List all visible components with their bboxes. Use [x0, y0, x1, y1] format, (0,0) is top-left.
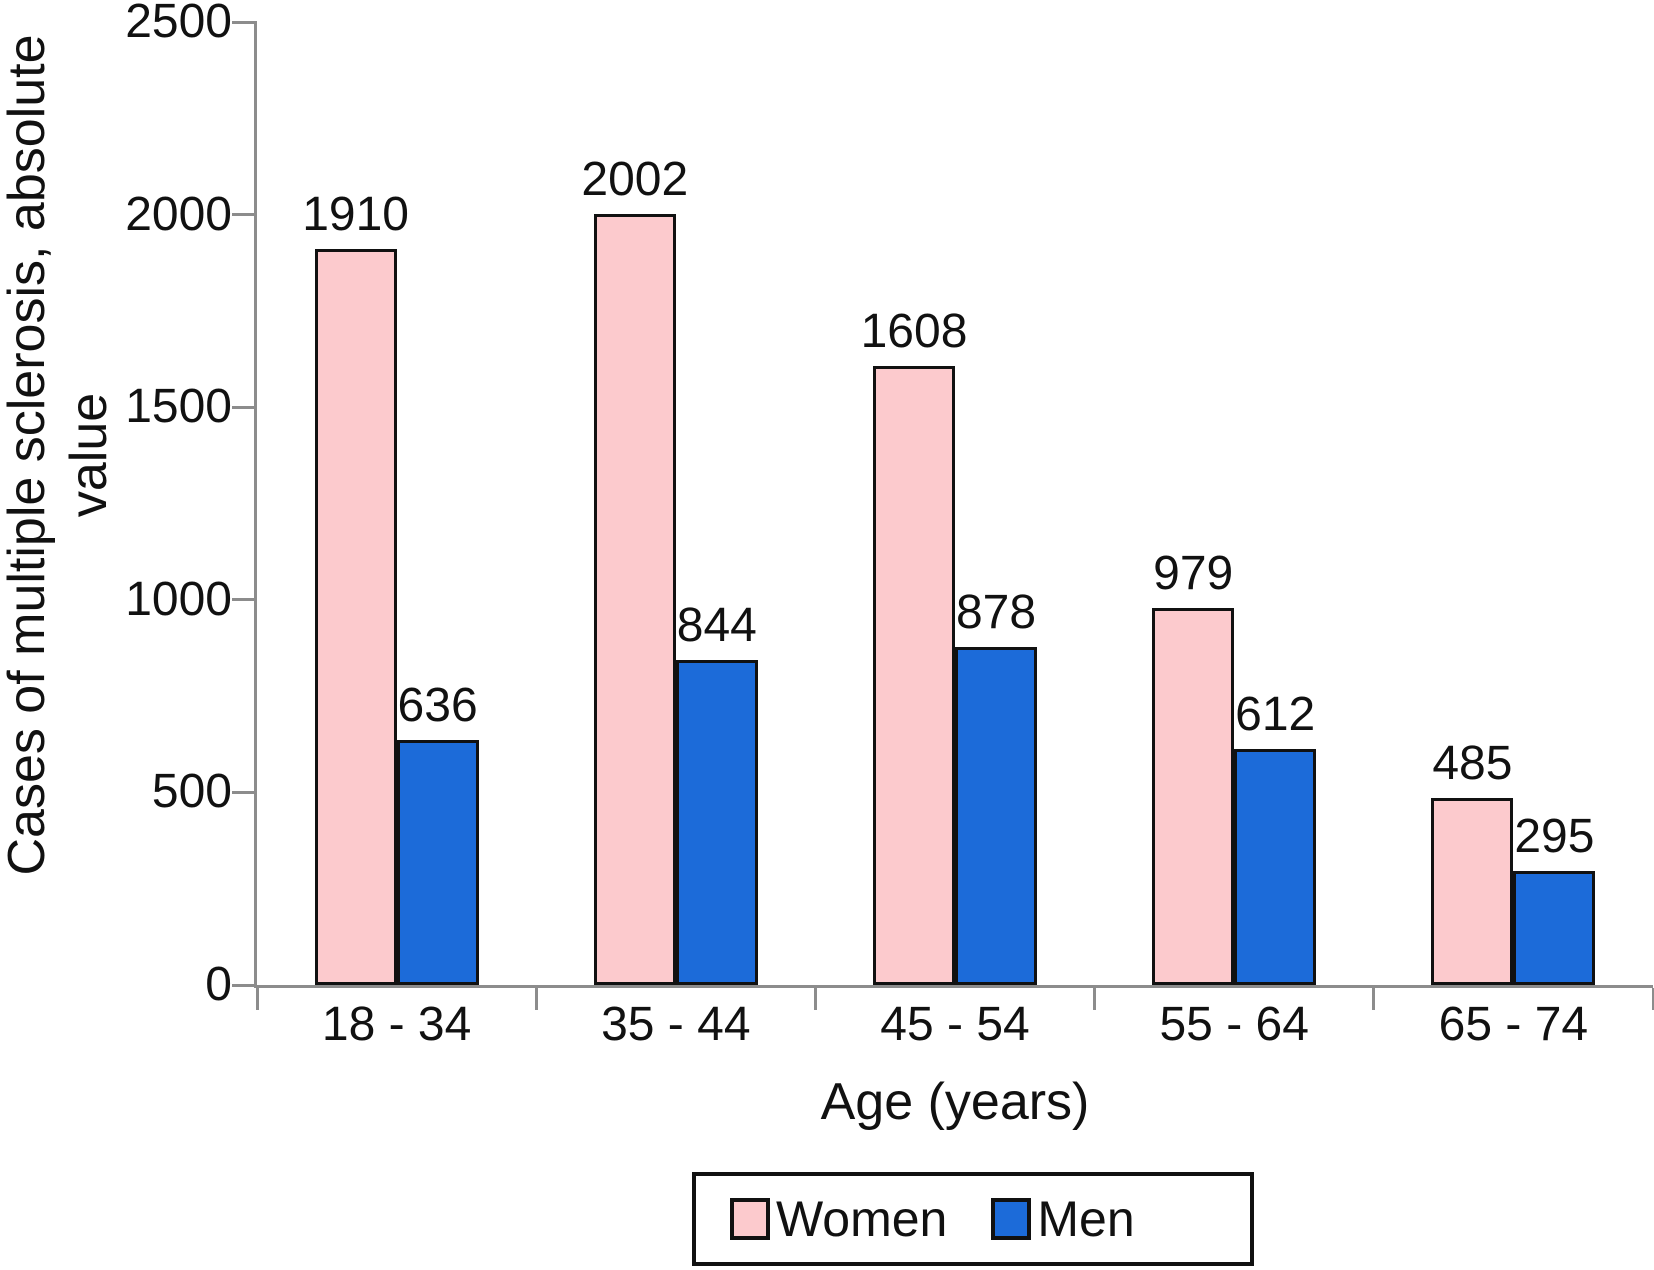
x-axis-tick [813, 988, 817, 1010]
y-axis-tick [232, 20, 257, 24]
x-axis-line [254, 985, 1653, 988]
bar-men-45-54 [955, 646, 1037, 985]
x-axis-category-label: 65 - 74 [1438, 998, 1589, 1051]
y-axis-tick-label: 1000 [125, 572, 232, 626]
bar-value-label: 878 [955, 585, 1037, 639]
y-axis-tick-label: 2000 [125, 187, 232, 241]
y-axis-tick [232, 983, 257, 987]
bar-value-label: 612 [1235, 688, 1316, 742]
x-axis-title: Age (years) [820, 1073, 1090, 1131]
x-axis-category-label: 55 - 64 [1159, 998, 1309, 1051]
bar-value-label: 636 [397, 679, 478, 732]
bar-women-55-64 [1152, 607, 1235, 985]
y-axis-tick-label: 1500 [125, 380, 232, 434]
x-axis-category-label: 45 - 54 [880, 998, 1030, 1051]
legend: Women Men [692, 1172, 1254, 1266]
x-axis-category-label: 35 - 44 [601, 998, 751, 1051]
bar-women-65-74 [1431, 798, 1514, 985]
y-axis-title-line1: Cases of multiple sclerosis, absolute [0, 34, 56, 876]
y-axis-tick [232, 213, 257, 217]
bar-value-label: 295 [1514, 810, 1595, 864]
x-axis-category-label: 18 - 34 [321, 998, 472, 1051]
y-axis-tick-label: 500 [151, 765, 232, 819]
bar-women-18-34 [314, 249, 397, 985]
bar-women-45-54 [873, 365, 955, 985]
x-axis-tick [1093, 988, 1097, 1010]
legend-swatch-women [730, 1198, 770, 1240]
bar-men-35-44 [675, 659, 758, 985]
y-axis-tick-label: 0 [205, 958, 232, 1011]
bar-men-65-74 [1513, 871, 1596, 985]
y-axis-tick [232, 790, 257, 794]
y-axis-tick [232, 405, 257, 409]
bar-value-label: 1608 [860, 304, 968, 358]
legend-label-men: Men [1037, 1191, 1135, 1247]
x-axis-tick [534, 988, 538, 1010]
y-axis-line [254, 22, 257, 988]
bar-value-label: 1910 [302, 188, 409, 242]
bar-value-label: 485 [1432, 737, 1513, 791]
x-axis-tick [255, 988, 259, 1010]
legend-label-women: Women [776, 1191, 948, 1247]
bar-value-label: 2002 [581, 152, 689, 206]
bar-value-label: 844 [676, 598, 757, 652]
bar-men-18-34 [396, 740, 479, 985]
bar-women-35-44 [593, 213, 676, 985]
x-axis-tick [1372, 988, 1376, 1010]
y-axis-tick-label: 2500 [125, 0, 232, 48]
y-axis-tick [232, 598, 257, 602]
bar-men-55-64 [1234, 749, 1317, 985]
bar-value-label: 979 [1153, 546, 1234, 600]
x-axis-tick [1651, 988, 1654, 1010]
legend-swatch-men [991, 1198, 1032, 1240]
